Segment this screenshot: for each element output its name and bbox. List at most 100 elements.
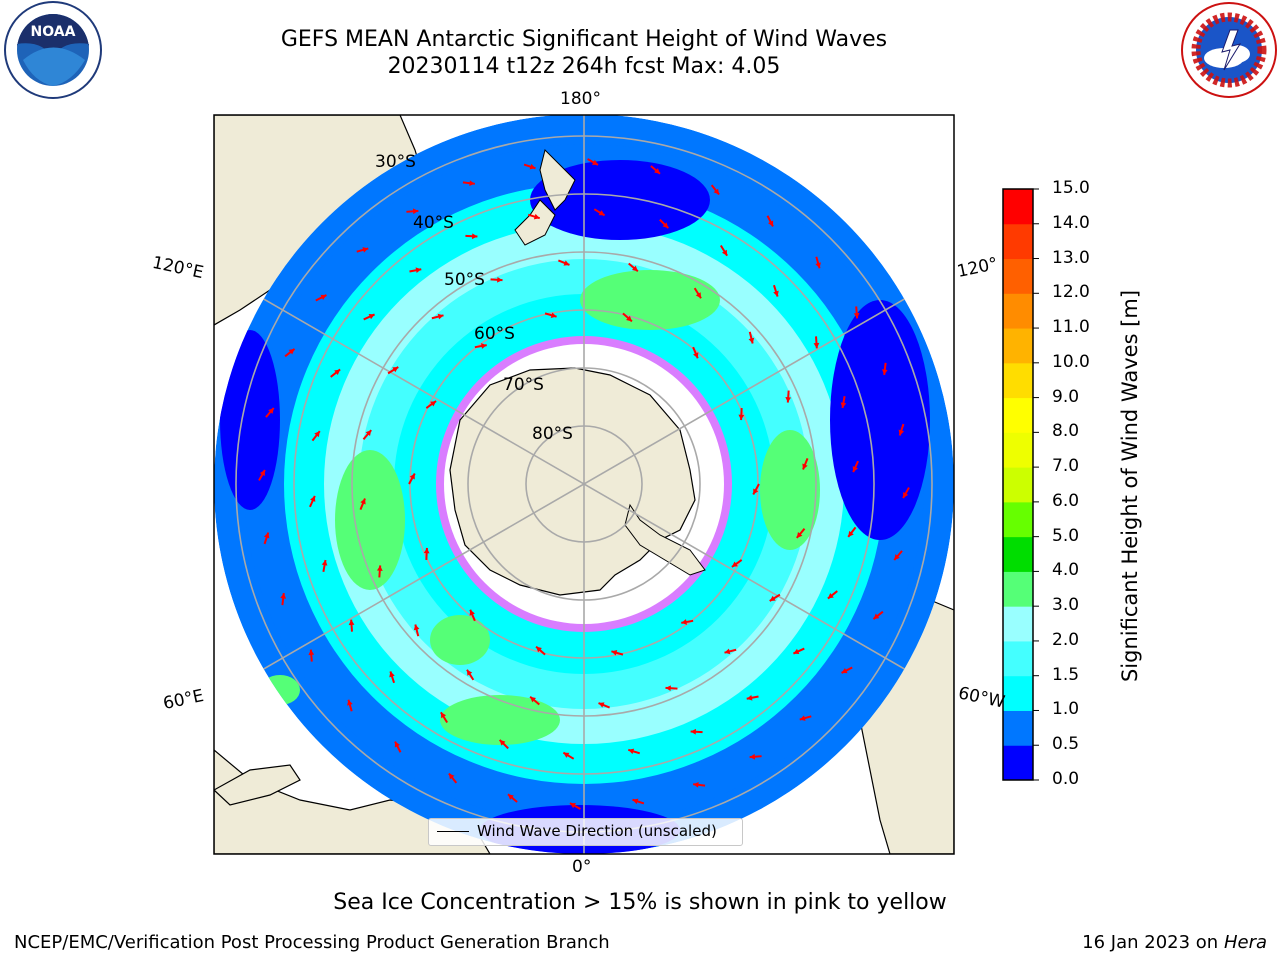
wave-direction-arrowhead [533, 213, 540, 220]
wave-direction-arrowhead [848, 530, 854, 537]
wave-direction-arrowhead [469, 180, 475, 187]
wave-direction-arrowhead [471, 233, 478, 240]
footer-date-text: 16 Jan 2023 on [1082, 932, 1224, 953]
wave-direction-arrowhead [611, 650, 618, 656]
wave-direction-arrowhead [799, 715, 806, 721]
colorbar-swatch [1003, 536, 1033, 572]
wave-direction-arrowhead [628, 748, 635, 755]
wave-direction-arrowhead [785, 397, 792, 403]
wave-direction-arrowhead [348, 619, 355, 626]
wave-direction-arrowhead [654, 168, 661, 174]
colorbar-tick-label: 5.0 [1052, 525, 1080, 546]
wave-patch-low [220, 330, 280, 510]
wave-direction-arrowhead [721, 249, 728, 256]
colorbar-swatch [1003, 328, 1033, 364]
colorbar-swatch [1003, 258, 1033, 294]
wave-direction-arrowhead [665, 685, 671, 692]
noaa-logo-text: NOAA [31, 24, 76, 40]
wave-direction-arrowhead [592, 159, 599, 165]
wave-direction-arrowhead [873, 613, 880, 620]
wave-direction-arrowhead [334, 369, 341, 375]
wave-direction-arrowhead [793, 648, 800, 655]
colorbar-tick-label: 13.0 [1052, 247, 1090, 268]
wave-direction-arrowhead [268, 407, 274, 414]
footer-host: Hera [1223, 932, 1267, 953]
colorbar-tick-label: 0.5 [1052, 734, 1080, 755]
colorbar-title: Significant Height of Wind Waves [m] [1118, 289, 1142, 683]
wave-direction-arrowhead [507, 794, 514, 800]
wave-direction-arrowhead [413, 624, 420, 631]
wave-direction-arrowhead [389, 671, 395, 678]
wave-direction-arrowhead [662, 222, 669, 229]
wave-direction-arrowhead [259, 469, 265, 476]
wave-direction-arrowhead [530, 696, 537, 703]
wave-direction-arrowhead [767, 220, 774, 227]
sea-ice-note: Sea Ice Concentration > 15% is shown in … [333, 890, 947, 915]
wave-direction-arrowhead [314, 431, 320, 438]
colorbar [1002, 188, 1039, 781]
wave-direction-arrowhead [409, 473, 415, 480]
wave-direction-arrowhead [690, 728, 697, 735]
lat-label-50s: 50°S [444, 270, 485, 290]
colorbar-frame [1002, 188, 1034, 781]
wave-direction-arrowhead [321, 559, 328, 566]
colorbar-tick-label: 14.0 [1052, 212, 1090, 233]
legend-line-icon [437, 831, 469, 832]
footer-credit: NCEP/EMC/Verification Post Processing Pr… [14, 932, 610, 953]
wave-direction-arrowhead [320, 294, 327, 301]
wave-direction-arrowhead [437, 313, 444, 320]
colorbar-tick-label: 12.0 [1052, 282, 1090, 303]
wave-direction-arrowhead [769, 595, 776, 601]
colorbar-tick-label: 0.0 [1052, 769, 1080, 789]
colorbar-swatch [1003, 397, 1033, 433]
colorbar-tick-label: 1.5 [1052, 664, 1080, 685]
colorbar-tick-label: 6.0 [1052, 490, 1080, 511]
wave-direction-arrowhead [853, 312, 860, 319]
wave-direction-arrowhead [753, 488, 759, 495]
wave-direction-arrowhead [693, 352, 699, 359]
wave-patch-3m [580, 270, 720, 330]
legend-label: Wind Wave Direction (unscaled) [477, 822, 717, 840]
wave-direction-arrowhead [695, 292, 701, 299]
wave-patch-3m [440, 695, 560, 745]
wave-direction-arrowhead [550, 312, 557, 318]
wave-direction-arrowhead [360, 498, 366, 505]
wave-direction-arrowhead [362, 247, 369, 253]
colorbar-swatch [1003, 189, 1033, 225]
wave-direction-arrowhead [852, 466, 858, 473]
wave-direction-arrowhead [448, 773, 455, 780]
lat-label-30s: 30°S [375, 152, 416, 172]
colorbar-swatch [1003, 501, 1033, 538]
lat-label-70s: 70°S [503, 375, 544, 395]
colorbar-swatch [1003, 640, 1033, 677]
wave-direction-arrowhead [499, 739, 506, 746]
wave-direction-arrowhead [415, 267, 422, 274]
wave-direction-arrowhead [748, 337, 755, 344]
wind-wave-direction-arrows [258, 158, 910, 810]
wave-direction-arrowhead [563, 752, 570, 758]
wave-direction-arrowhead [412, 208, 419, 215]
map-frame [213, 114, 955, 855]
colorbar-tick-label: 3.0 [1052, 595, 1080, 616]
wave-direction-arrowhead [347, 699, 353, 706]
lat-label-80s: 80°S [532, 424, 573, 444]
wave-direction-arrowhead [430, 401, 437, 407]
wave-direction-arrowhead [738, 414, 745, 421]
footer-date: 16 Jan 2023 on Hera [1082, 932, 1267, 953]
chart-title: GEFS MEAN Antarctic Significant Height o… [280, 27, 888, 52]
wave-direction-arrowhead [903, 492, 909, 499]
wave-direction-arrowhead [280, 593, 287, 599]
colorbar-tick-label: 8.0 [1052, 421, 1080, 442]
wave-direction-arrowhead [481, 343, 487, 349]
colorbar-swatch [1003, 223, 1033, 260]
wave-direction-arrowhead [598, 210, 605, 216]
colorbar-swatch [1003, 675, 1033, 711]
lon-label-0: 0° [572, 857, 592, 877]
wave-direction-arrowhead [813, 342, 820, 349]
wave-direction-arrowhead [731, 561, 738, 567]
wave-direction-arrowhead [263, 532, 270, 539]
colorbar-tick-label: 4.0 [1052, 560, 1080, 581]
wave-direction-arrowhead [802, 463, 808, 470]
wave-direction-arrowhead [536, 646, 542, 653]
